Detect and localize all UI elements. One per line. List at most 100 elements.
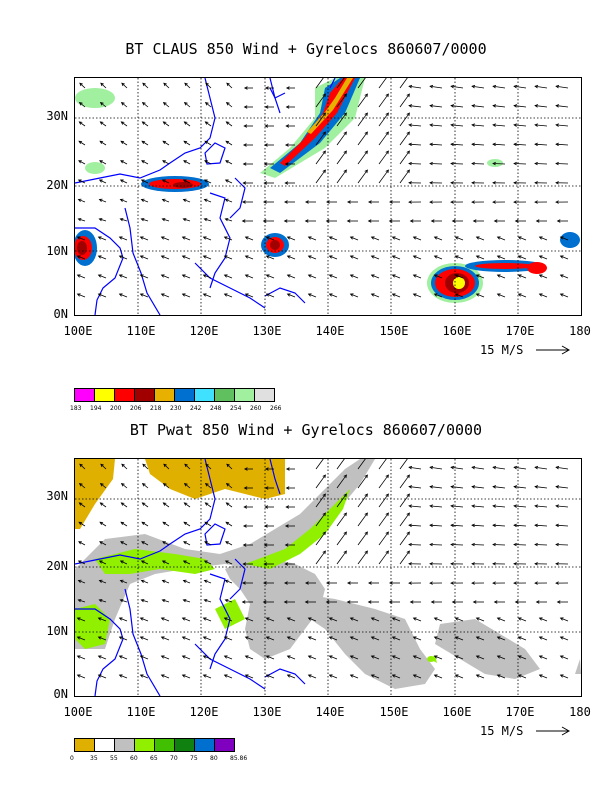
wind-vector-head <box>349 255 354 259</box>
wind-vector <box>225 580 233 584</box>
wind-vector-head <box>559 674 564 678</box>
wind-vector <box>245 674 254 679</box>
wind-vector <box>378 112 389 127</box>
wind-vector <box>315 93 326 108</box>
wind-vector-head <box>555 104 560 108</box>
wind-vector <box>77 255 86 260</box>
wind-vector-head <box>264 486 269 490</box>
wind-vector <box>99 580 107 584</box>
wind-vector <box>513 544 527 546</box>
wind-vector-head <box>141 541 145 545</box>
wind-vector-head <box>162 140 167 145</box>
wind-vector-head <box>120 140 125 145</box>
wind-vector <box>378 459 387 470</box>
wind-vector <box>556 105 569 108</box>
wind-vector <box>98 674 107 679</box>
wind-vector <box>399 150 410 165</box>
wind-vector <box>556 486 569 489</box>
wind-vector <box>556 85 569 89</box>
top-lat-label-30n: 30N <box>46 109 68 123</box>
wind-vector <box>161 655 170 660</box>
wind-vector-head <box>286 255 291 259</box>
wind-vector-head <box>225 502 230 506</box>
wind-vector-head <box>243 467 248 471</box>
wind-vector <box>392 674 401 679</box>
bottom-lon-label-150e: 150E <box>379 705 409 719</box>
wind-vector-head <box>181 255 186 259</box>
wind-vector <box>287 617 296 622</box>
wind-vector <box>266 674 275 679</box>
wind-vector-head <box>286 636 291 640</box>
wind-vector <box>430 466 443 470</box>
wind-vector-head <box>285 505 290 509</box>
wind-vector-head <box>304 600 309 604</box>
wind-vector-head <box>450 504 454 508</box>
wind-vector <box>203 655 212 660</box>
wind-vector-head <box>385 550 389 555</box>
wind-vector <box>434 674 443 679</box>
wind-vector-head <box>98 579 103 583</box>
wind-vector-head <box>141 502 146 506</box>
wind-vector <box>535 524 548 527</box>
bottom-map-panel <box>74 458 582 697</box>
legend-label: 206 <box>130 405 142 412</box>
wind-vector-head <box>391 255 396 259</box>
wind-vector-head <box>161 217 166 222</box>
wind-vector <box>336 474 347 489</box>
wind-vector-head <box>349 617 354 621</box>
wind-vector <box>357 93 368 108</box>
wind-vector-head <box>140 179 145 183</box>
wind-vector <box>182 636 191 641</box>
wind-vector <box>497 274 506 279</box>
wind-vector-head <box>242 581 246 585</box>
wind-vector-head <box>492 581 496 585</box>
wind-vector-head <box>263 200 267 204</box>
wind-vector-head <box>492 562 496 566</box>
wind-vector <box>434 636 443 641</box>
wind-vector-head <box>285 124 290 128</box>
wind-vector <box>120 521 128 527</box>
wind-vector <box>350 255 359 260</box>
wind-vector-head <box>160 617 165 621</box>
wind-vector-head <box>496 636 501 640</box>
bottom-coastlines <box>75 459 306 696</box>
wind-vector-head <box>160 255 165 259</box>
wind-vector-head <box>162 502 167 506</box>
wind-vector <box>434 236 443 241</box>
wind-vector-head <box>97 674 102 678</box>
wind-vector-head <box>450 562 454 566</box>
wind-vector <box>514 486 527 489</box>
wind-vector <box>518 236 527 241</box>
wind-vector <box>205 463 212 470</box>
wind-vector <box>184 102 191 108</box>
wind-vector <box>121 102 128 108</box>
wind-vector-head <box>471 181 475 185</box>
wind-vector <box>357 459 366 470</box>
bottom-lon-label-100e: 100E <box>63 705 93 719</box>
wind-vector-head <box>492 142 496 147</box>
wind-vector-head <box>225 140 230 145</box>
wind-vector-head <box>471 161 475 166</box>
wind-vector <box>203 674 212 679</box>
wind-vector <box>204 599 212 603</box>
wind-vector <box>225 199 233 203</box>
wind-vector-head <box>139 293 144 297</box>
wind-vector-head <box>204 140 209 145</box>
top-lat-label-0n: 0N <box>53 307 68 321</box>
wind-vector-head <box>450 104 455 108</box>
wind-vector-head <box>450 181 454 185</box>
wind-vector <box>329 674 338 679</box>
wind-vector-head <box>162 160 166 164</box>
wind-vector-head <box>265 617 270 621</box>
legend-label: 0 <box>70 755 74 762</box>
wind-vector <box>514 105 527 108</box>
wind-vector <box>336 150 347 165</box>
wind-vector <box>98 293 107 298</box>
wind-vector-head <box>283 600 288 604</box>
wind-vector-head <box>307 674 312 678</box>
wind-vector <box>430 85 443 89</box>
legend-swatch <box>194 738 215 752</box>
wind-vector <box>315 131 326 146</box>
wind-vector <box>141 140 149 146</box>
wind-vector-head <box>78 140 83 145</box>
